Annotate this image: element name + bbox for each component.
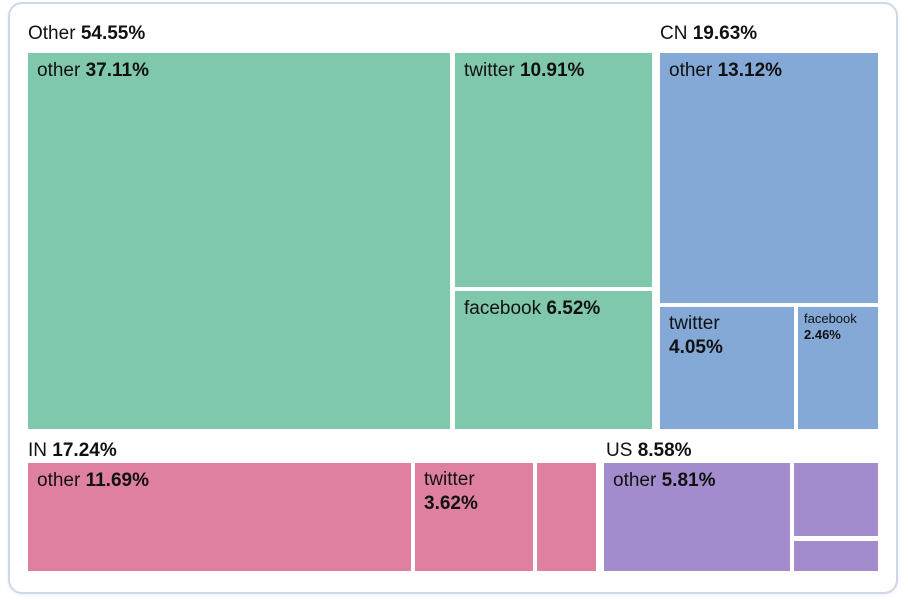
tile-label: other bbox=[37, 470, 81, 491]
tile-cn-other[interactable]: other 13.12% bbox=[660, 53, 878, 303]
group-label: CN bbox=[660, 23, 688, 44]
tile-cn-facebook[interactable]: facebook 2.46% bbox=[798, 307, 878, 429]
tile-in-other[interactable]: other 11.69% bbox=[28, 463, 411, 571]
tile-label: twitter bbox=[669, 313, 720, 334]
tile-percent: 3.62% bbox=[424, 493, 478, 514]
tile-other-twitter[interactable]: twitter 10.91% bbox=[455, 53, 652, 287]
tile-percent: 4.05% bbox=[669, 337, 723, 358]
tile-label: other bbox=[669, 60, 713, 81]
group-percent: 8.58% bbox=[637, 440, 692, 461]
treemap-canvas: Other 54.55% other 37.11% twitter 10.91%… bbox=[8, 2, 898, 594]
tile-us-other[interactable]: other 5.81% bbox=[604, 463, 790, 571]
tile-percent: 2.46% bbox=[804, 327, 841, 342]
tile-percent: 6.52% bbox=[546, 298, 601, 319]
group-header-cn: CN 19.63% bbox=[660, 22, 757, 46]
tile-percent: 10.91% bbox=[519, 60, 585, 81]
tile-percent: 5.81% bbox=[661, 470, 716, 491]
tile-us-twitter-unlabeled[interactable] bbox=[794, 463, 878, 536]
tile-us-facebook-unlabeled[interactable] bbox=[794, 541, 878, 571]
group-label: IN bbox=[28, 440, 47, 461]
group-header-us: US 8.58% bbox=[606, 439, 692, 463]
group-header-other: Other 54.55% bbox=[28, 22, 145, 46]
tile-percent: 13.12% bbox=[717, 60, 783, 81]
tile-other-facebook[interactable]: facebook 6.52% bbox=[455, 291, 652, 429]
tile-percent: 37.11% bbox=[85, 60, 149, 81]
group-header-in: IN 17.24% bbox=[28, 439, 117, 463]
tile-label: facebook bbox=[804, 311, 857, 326]
tile-label: twitter bbox=[424, 469, 475, 490]
tile-cn-twitter[interactable]: twitter 4.05% bbox=[660, 307, 794, 429]
group-percent: 19.63% bbox=[692, 23, 758, 44]
tile-label: other bbox=[613, 470, 657, 491]
tile-label: twitter bbox=[464, 60, 515, 81]
group-label: US bbox=[606, 440, 633, 461]
group-percent: 54.55% bbox=[80, 23, 146, 44]
tile-percent: 11.69% bbox=[85, 470, 149, 491]
tile-label: other bbox=[37, 60, 81, 81]
tile-in-facebook-unlabeled[interactable] bbox=[537, 463, 596, 571]
group-percent: 17.24% bbox=[52, 440, 117, 461]
tile-other-other[interactable]: other 37.11% bbox=[28, 53, 450, 429]
group-label: Other bbox=[28, 23, 76, 44]
tile-label: facebook bbox=[464, 298, 542, 319]
tile-in-twitter[interactable]: twitter 3.62% bbox=[415, 463, 533, 571]
